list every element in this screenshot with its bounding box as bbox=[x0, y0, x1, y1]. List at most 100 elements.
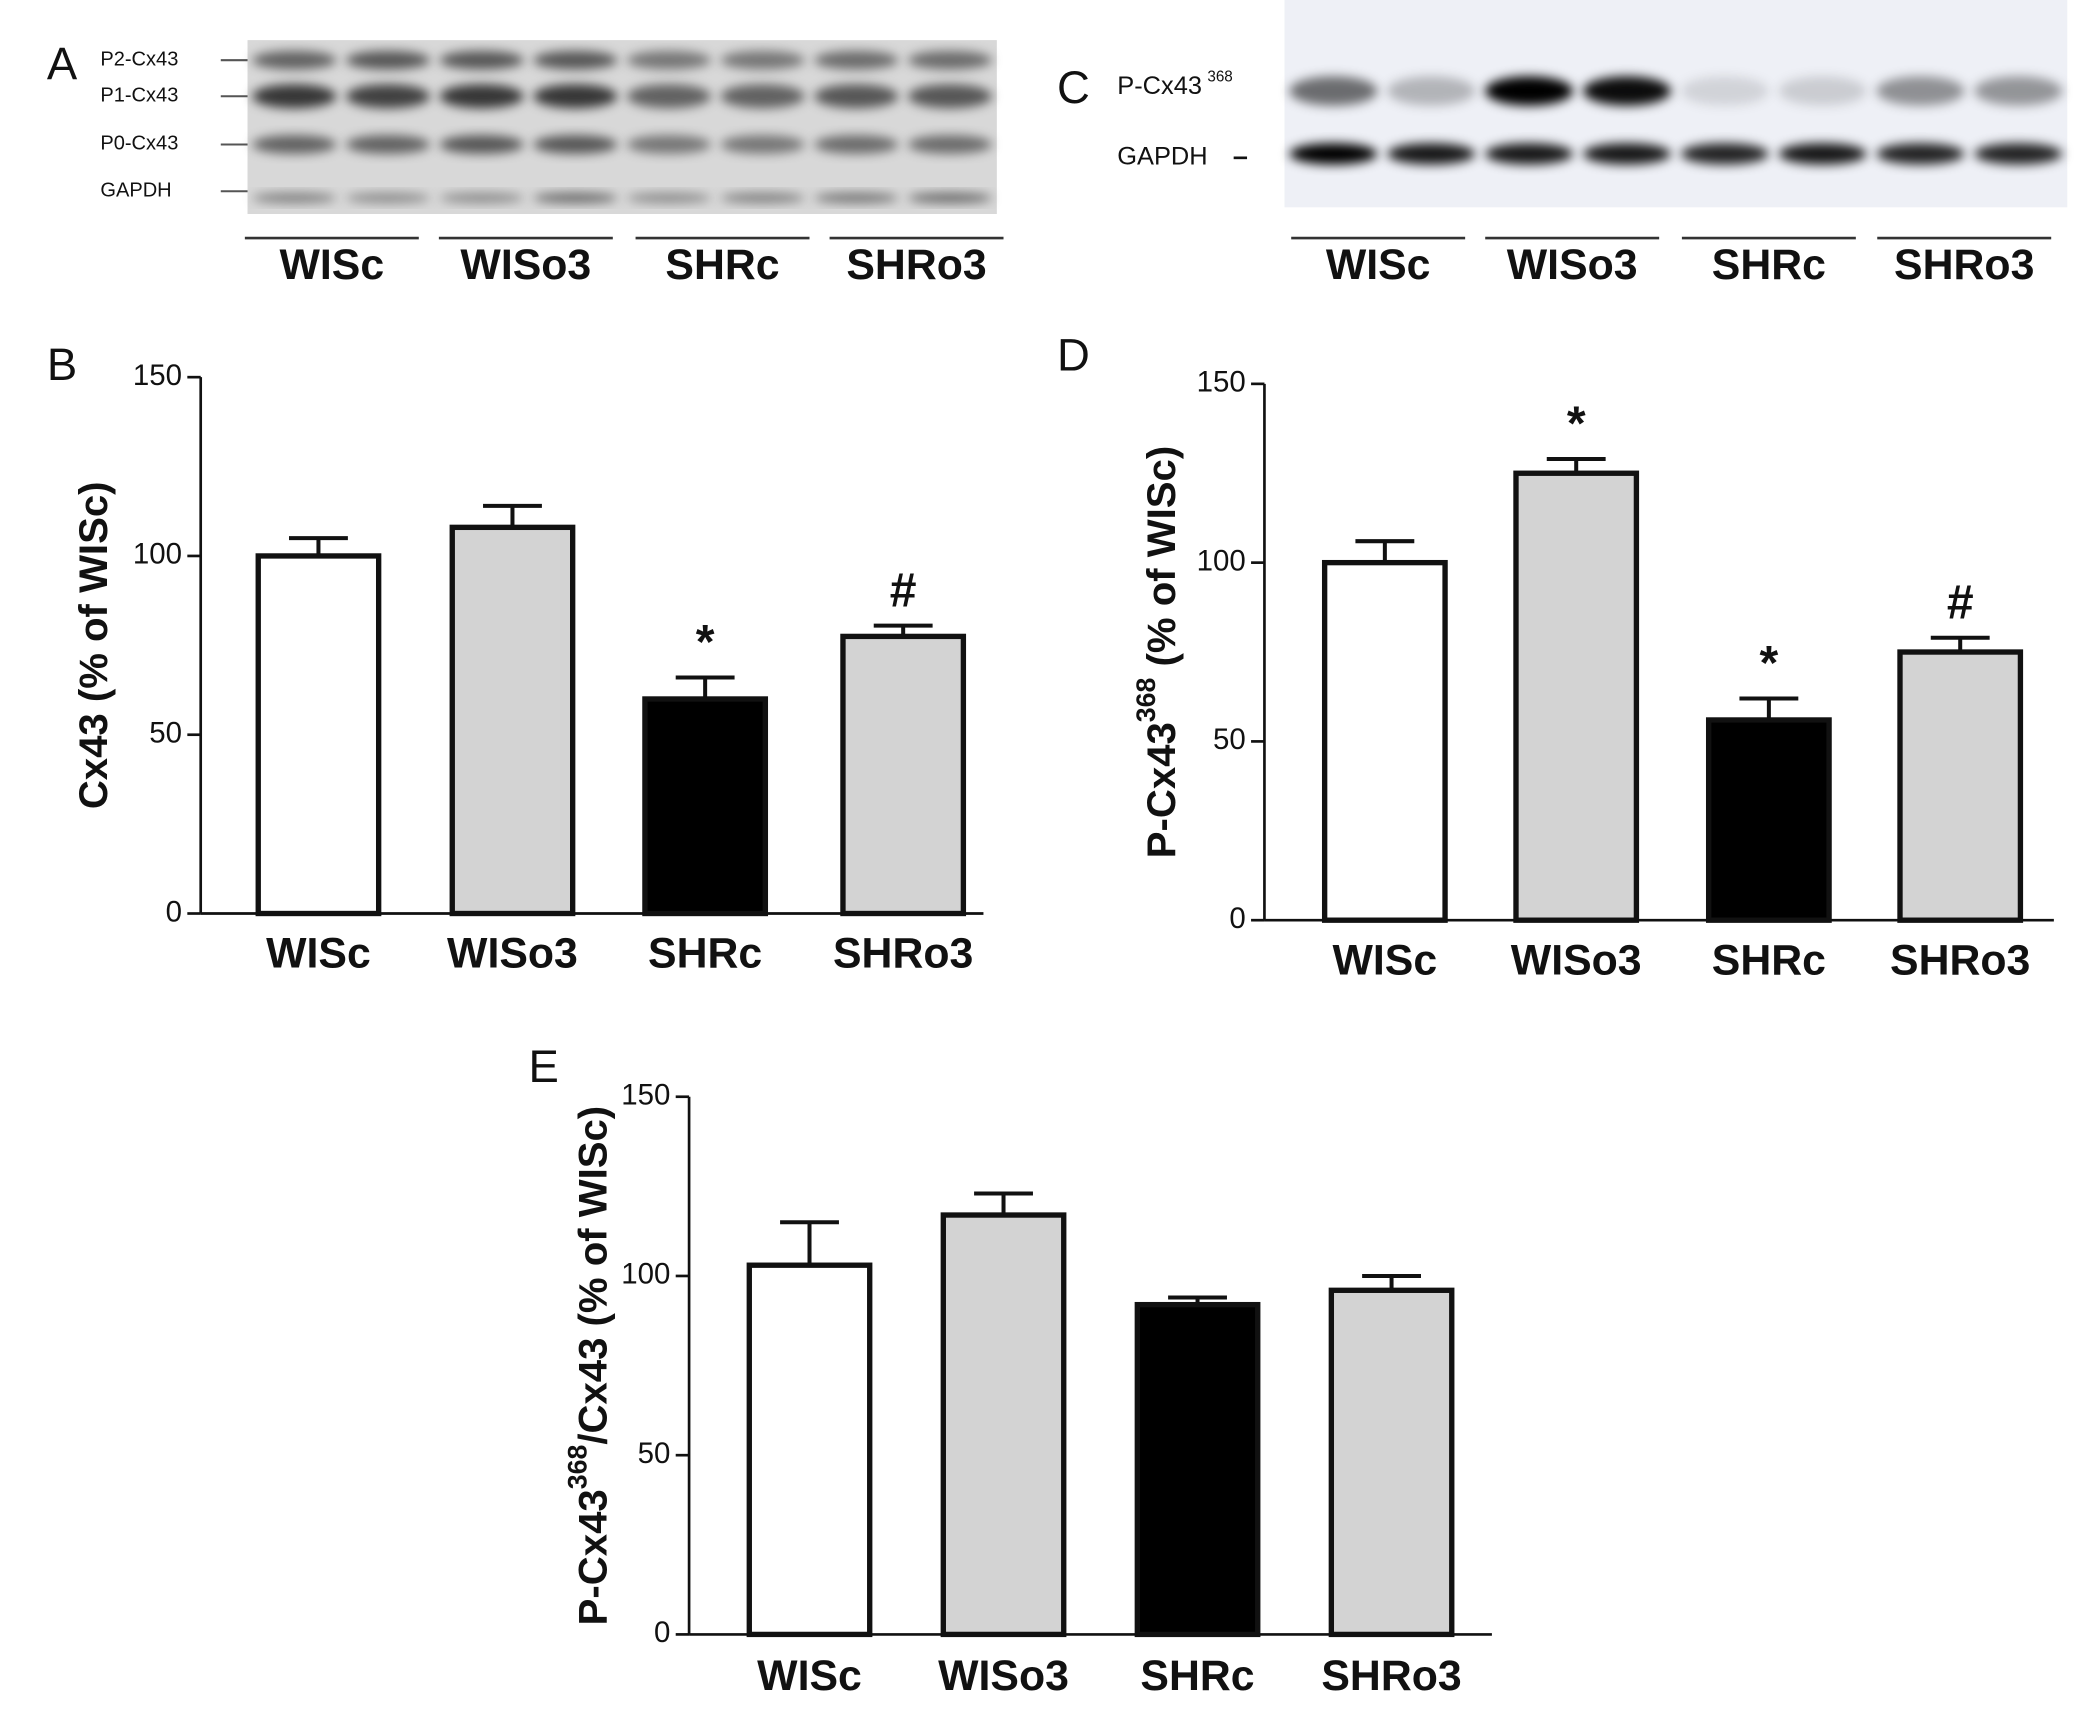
band-label-text: P-Cx43 bbox=[1117, 72, 1202, 100]
blot-band bbox=[626, 84, 712, 109]
blot-band bbox=[907, 135, 993, 154]
blot-band bbox=[1876, 143, 1965, 165]
blot-band bbox=[1778, 76, 1867, 106]
bar bbox=[255, 553, 382, 917]
blot-band bbox=[1974, 76, 2063, 106]
y-tick-label: 50 bbox=[638, 1437, 671, 1470]
panel-letter: A bbox=[47, 38, 78, 89]
blot-band bbox=[720, 135, 805, 154]
blot-band bbox=[1876, 76, 1965, 106]
bar bbox=[449, 524, 576, 917]
blot-band bbox=[1485, 143, 1574, 165]
y-axis-label: P-Cx43368 (% of WISc) bbox=[1131, 446, 1184, 858]
blot-band bbox=[533, 192, 618, 204]
x-tick-label: SHRo3 bbox=[1321, 1652, 1461, 1700]
blot-band bbox=[345, 192, 431, 204]
blot-a-background bbox=[247, 40, 997, 214]
group-label: WISc bbox=[1326, 241, 1431, 289]
x-tick-label: WISc bbox=[266, 930, 371, 978]
blot-band bbox=[907, 192, 993, 204]
significance-marker: # bbox=[1947, 575, 1974, 629]
blot-band bbox=[1289, 143, 1378, 165]
blot-band bbox=[533, 50, 618, 70]
blot-band bbox=[439, 84, 524, 109]
blot-band bbox=[439, 50, 524, 70]
blot-band bbox=[907, 84, 993, 109]
x-tick-label: WISo3 bbox=[447, 930, 578, 978]
y-tick-label: 100 bbox=[621, 1258, 670, 1291]
y-tick-label: 100 bbox=[133, 538, 182, 571]
bar bbox=[642, 696, 769, 917]
bar bbox=[1705, 717, 1832, 923]
panel-letter: E bbox=[529, 1041, 559, 1092]
significance-marker: * bbox=[1759, 636, 1778, 690]
y-axis-label-part: 368 bbox=[562, 1445, 592, 1490]
y-tick-label: 0 bbox=[654, 1616, 670, 1649]
blot-band bbox=[1387, 143, 1476, 165]
significance-marker: * bbox=[1567, 397, 1586, 451]
blot-band bbox=[1582, 76, 1671, 106]
blot-band bbox=[1582, 143, 1671, 165]
blot-band bbox=[252, 135, 337, 154]
blot-band bbox=[1680, 143, 1769, 165]
x-tick-label: SHRo3 bbox=[833, 930, 973, 978]
x-tick-label: WISc bbox=[1333, 936, 1438, 984]
blot-c-background bbox=[1284, 0, 2068, 208]
blot-band bbox=[252, 50, 337, 70]
blot-band bbox=[814, 50, 899, 70]
blot-band bbox=[1485, 76, 1574, 106]
y-axis-label-part: 368 bbox=[1131, 677, 1161, 722]
panel-letter: C bbox=[1057, 62, 1090, 113]
blot-band bbox=[814, 192, 899, 204]
bar bbox=[840, 633, 967, 917]
group-label: SHRo3 bbox=[846, 241, 986, 289]
band-label: GAPDH bbox=[1117, 143, 1207, 171]
band-label: P0-Cx43 bbox=[100, 133, 178, 155]
group-label: SHRo3 bbox=[1894, 241, 2034, 289]
y-tick-label: 50 bbox=[1213, 723, 1246, 756]
blot-band bbox=[1974, 143, 2063, 165]
x-tick-label: WISo3 bbox=[938, 1652, 1069, 1700]
blot-band bbox=[720, 84, 805, 109]
y-tick-label: 50 bbox=[149, 717, 182, 750]
blot-band bbox=[626, 50, 712, 70]
panel-letter: D bbox=[1057, 329, 1090, 380]
blot-band bbox=[439, 192, 524, 204]
y-axis-label-part: (% of WISc) bbox=[1139, 446, 1184, 678]
group-label: WISc bbox=[280, 241, 385, 289]
bar bbox=[940, 1212, 1067, 1638]
bar bbox=[1328, 1287, 1455, 1638]
blot-band bbox=[439, 135, 524, 154]
blot-band bbox=[533, 84, 618, 109]
blot-band bbox=[720, 50, 805, 70]
x-tick-label: SHRc bbox=[1140, 1652, 1254, 1700]
band-label: P2-Cx43 bbox=[100, 48, 178, 70]
significance-marker: * bbox=[696, 615, 715, 669]
blot-band bbox=[626, 135, 712, 154]
blot-band bbox=[907, 50, 993, 70]
group-label: WISo3 bbox=[460, 241, 591, 289]
blot-band bbox=[626, 192, 712, 204]
x-tick-label: SHRc bbox=[1712, 936, 1826, 984]
x-tick-label: SHRo3 bbox=[1890, 936, 2030, 984]
y-axis-label-part: /Cx43 (% of WISc) bbox=[570, 1106, 615, 1445]
group-label: WISo3 bbox=[1507, 241, 1638, 289]
y-tick-label: 150 bbox=[621, 1079, 670, 1112]
bar bbox=[1134, 1301, 1261, 1638]
y-tick-label: 0 bbox=[166, 895, 182, 928]
bar bbox=[1897, 649, 2024, 923]
blot-band bbox=[533, 135, 618, 154]
bar bbox=[1513, 470, 1640, 923]
x-tick-label: WISo3 bbox=[1511, 936, 1642, 984]
blot-band bbox=[345, 50, 431, 70]
band-label: GAPDH bbox=[100, 180, 171, 202]
blot-band bbox=[252, 192, 337, 204]
band-label-superscript: 368 bbox=[1207, 69, 1232, 86]
bar bbox=[1321, 559, 1448, 923]
y-axis-label: P-Cx43368/Cx43 (% of WISc) bbox=[562, 1106, 615, 1625]
y-axis-label-part: P-Cx43 bbox=[570, 1489, 615, 1625]
significance-marker: # bbox=[890, 563, 917, 617]
blot-band bbox=[345, 84, 431, 109]
